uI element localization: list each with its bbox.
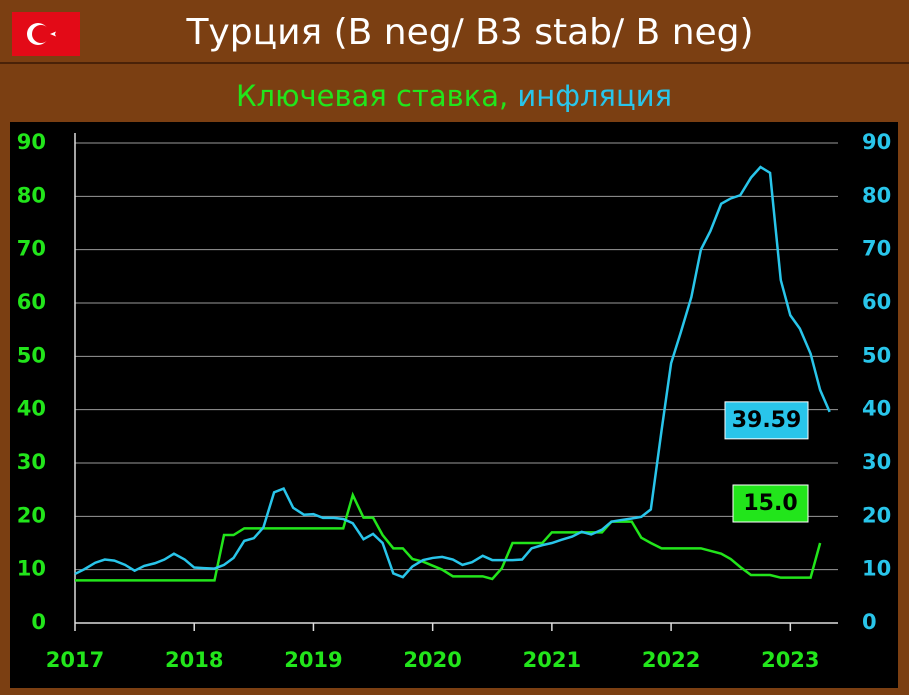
value-label: 39.59 xyxy=(732,408,802,433)
x-tick-label: 2017 xyxy=(46,648,104,672)
value-label: 15.0 xyxy=(743,491,797,516)
y2-tick-label: 20 xyxy=(862,503,891,527)
y-tick-label: 0 xyxy=(31,610,46,634)
y-tick-label: 80 xyxy=(17,183,46,207)
x-tick-label: 2023 xyxy=(761,648,819,672)
y2-tick-label: 60 xyxy=(862,290,891,314)
y-tick-label: 20 xyxy=(17,503,46,527)
y2-tick-label: 80 xyxy=(862,183,891,207)
x-tick-label: 2019 xyxy=(284,648,342,672)
legend-entry: Ключевая ставка, xyxy=(236,79,508,113)
y-tick-label: 40 xyxy=(17,397,46,421)
value-label-box xyxy=(732,484,809,523)
title-bar xyxy=(0,0,909,62)
y2-tick-label: 30 xyxy=(862,450,891,474)
legend-entry: инфляция xyxy=(517,79,672,113)
y2-tick-label: 40 xyxy=(862,397,891,421)
value-label-box xyxy=(724,401,809,440)
y2-tick-label: 0 xyxy=(862,610,877,634)
y2-tick-label: 70 xyxy=(862,237,891,261)
y-tick-label: 70 xyxy=(17,237,46,261)
y-tick-label: 90 xyxy=(17,130,46,154)
y-tick-label: 50 xyxy=(17,343,46,367)
flag xyxy=(12,12,80,56)
y-tick-label: 60 xyxy=(17,290,46,314)
y2-tick-label: 50 xyxy=(862,343,891,367)
chart-title: Турция (B neg/ B3 stab/ B neg) xyxy=(185,12,753,53)
y-tick-label: 30 xyxy=(17,450,46,474)
data-line xyxy=(74,165,831,579)
data-line xyxy=(75,491,822,582)
subtitle: Ключевая ставка, инфляция xyxy=(236,79,672,113)
x-tick-label: 2022 xyxy=(642,648,700,672)
x-tick-label: 2021 xyxy=(523,648,581,672)
x-tick-label: 2018 xyxy=(165,648,223,672)
x-tick-label: 2020 xyxy=(403,648,461,672)
y2-tick-label: 10 xyxy=(862,557,891,581)
y-tick-label: 10 xyxy=(17,557,46,581)
y2-tick-label: 90 xyxy=(862,130,891,154)
